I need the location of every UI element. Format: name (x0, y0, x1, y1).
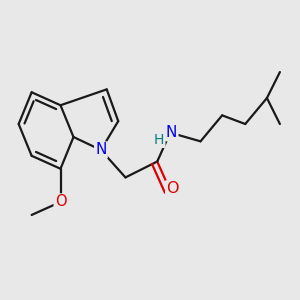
Text: N: N (166, 125, 177, 140)
Text: O: O (166, 182, 179, 196)
Text: N: N (95, 142, 106, 158)
Text: H: H (154, 133, 164, 147)
Text: O: O (55, 194, 66, 209)
